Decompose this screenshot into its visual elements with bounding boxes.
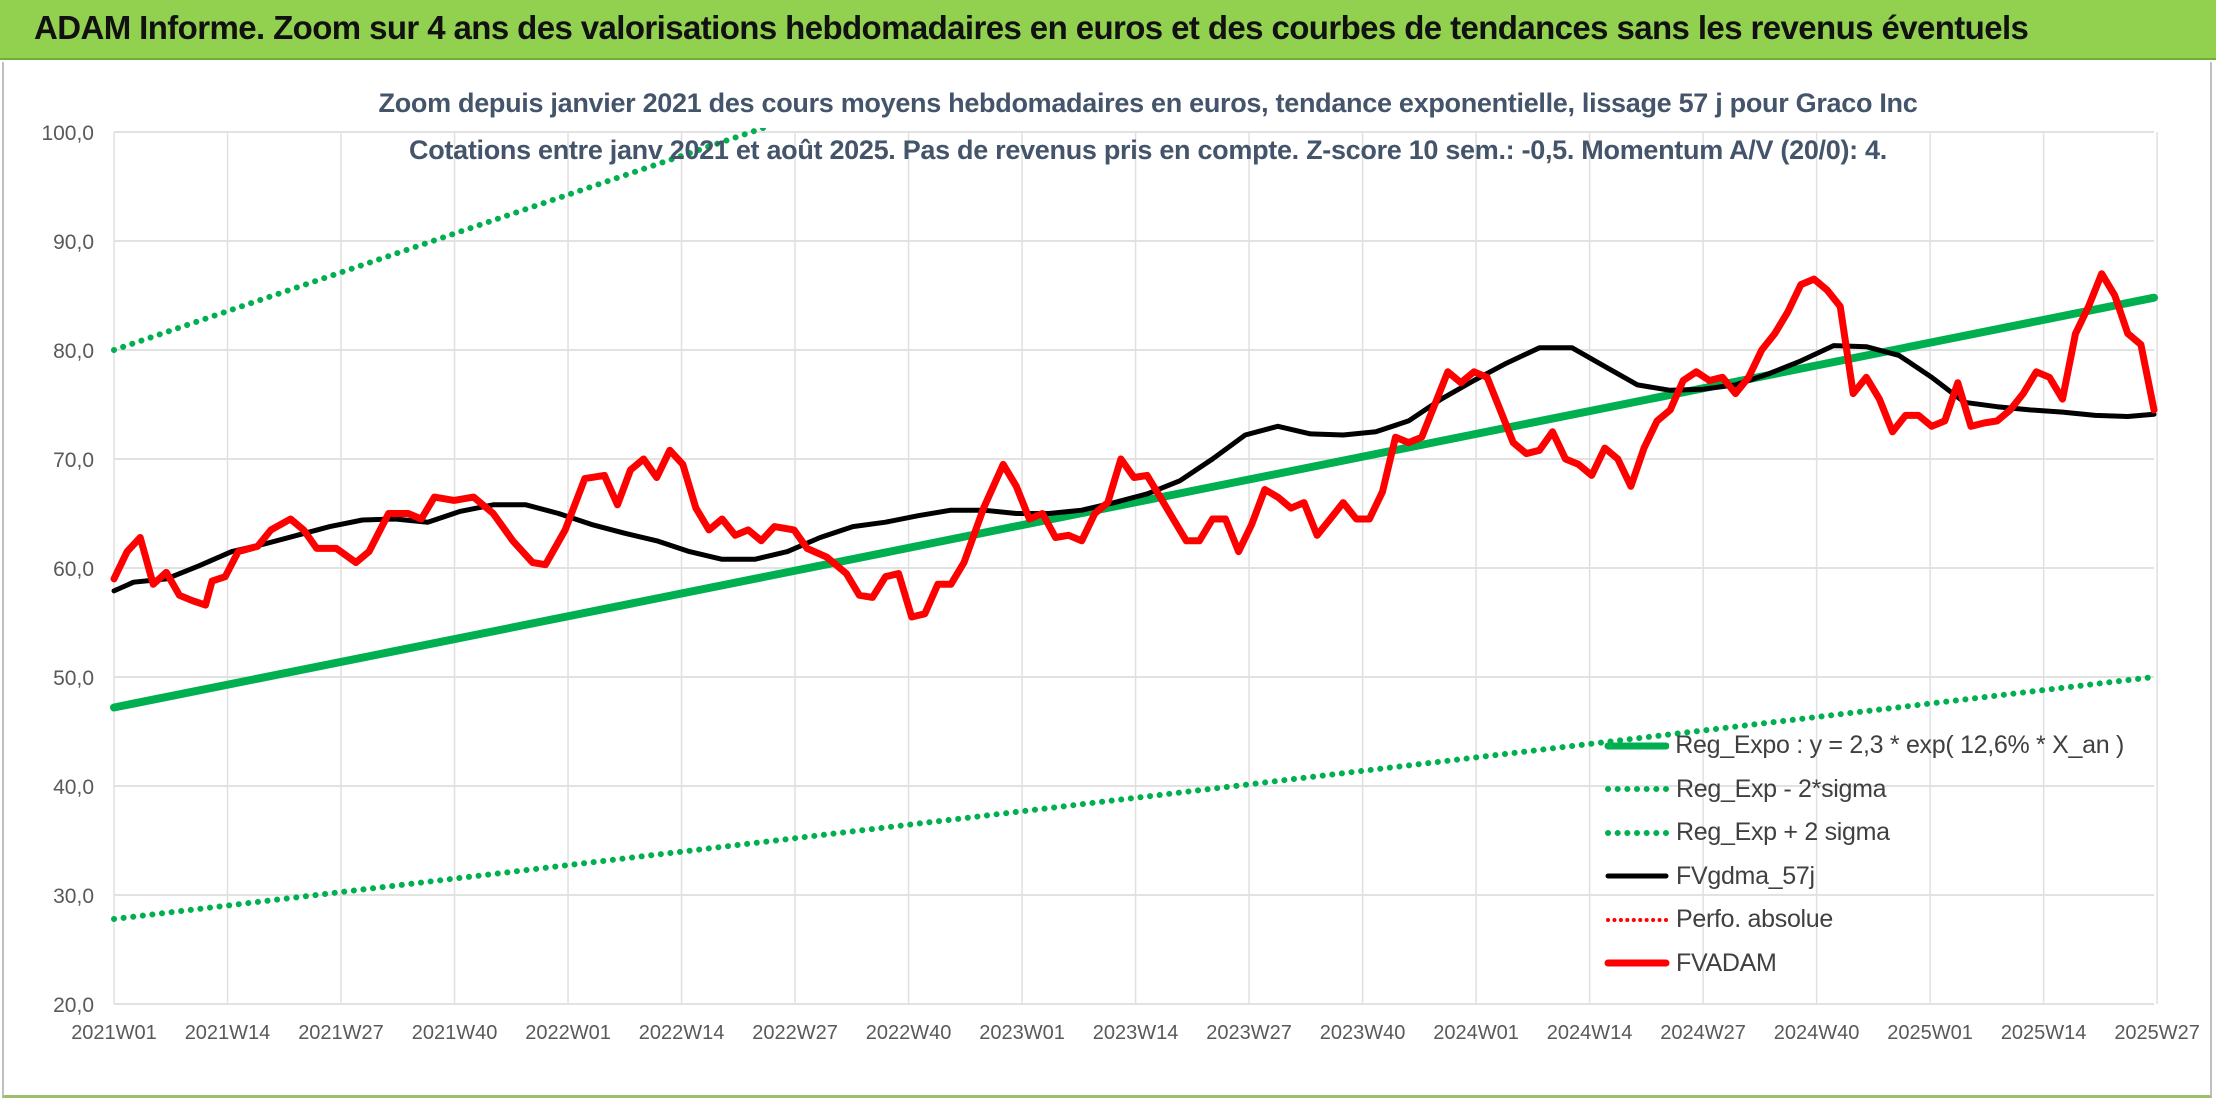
x-tick-label: 2022W27	[752, 1022, 838, 1044]
legend-item: Reg_Expo : y = 2,3 * exp( 12,6% * X_an )	[1604, 724, 2124, 768]
legend-swatch	[1606, 917, 1668, 922]
x-tick-label: 2024W27	[1660, 1022, 1746, 1044]
y-tick-label: 70,0	[53, 449, 94, 472]
legend-item: Perfo. absolue	[1604, 898, 2124, 942]
x-tick-label: 2021W01	[71, 1022, 157, 1044]
legend-label: Perfo. absolue	[1676, 905, 1834, 934]
legend-item: FVADAM	[1604, 942, 2124, 986]
chart-subtitle: Cotations entre janv 2021 et août 2025. …	[409, 135, 1887, 165]
x-tick-label: 2022W14	[639, 1022, 725, 1044]
legend-swatch	[1605, 873, 1669, 879]
x-tick-label: 2024W40	[1774, 1022, 1860, 1044]
legend-label: Reg_Exp - 2*sigma	[1676, 774, 1887, 803]
x-tick-label: 2023W01	[979, 1022, 1065, 1044]
y-tick-label: 30,0	[53, 885, 94, 908]
y-tick-label: 100,0	[41, 122, 94, 145]
chart-title: Zoom depuis janvier 2021 des cours moyen…	[378, 88, 1918, 118]
axis-labels: 20,0 30,0 40,0 50,0 60,0 70,0 80,0 90,0 100,0 202…	[41, 122, 2200, 1044]
chart-area	[2, 62, 2212, 1098]
series-line-2	[111, 128, 773, 353]
x-tick-label: 2023W40	[1320, 1022, 1406, 1044]
x-tick-label: 2021W14	[185, 1022, 271, 1044]
x-tick-label: 2022W40	[866, 1022, 952, 1044]
legend-label: Reg_Exp + 2 sigma	[1676, 818, 1890, 847]
legend-swatch	[1604, 959, 1670, 967]
x-tick-label: 2021W40	[412, 1022, 498, 1044]
legend-swatch	[1605, 829, 1669, 836]
legend-swatch	[1605, 786, 1669, 793]
x-tick-label: 2025W14	[2001, 1022, 2087, 1044]
series-line-5	[110, 270, 2158, 621]
report-header: ADAM Informe. Zoom sur 4 ans des valoris…	[0, 0, 2216, 60]
legend-item: FVgdma_57j	[1604, 855, 2124, 899]
series-line-0	[110, 293, 2158, 712]
y-tick-label: 40,0	[53, 776, 94, 799]
x-tick-label: 2023W14	[1093, 1022, 1179, 1044]
x-tick-label: 2024W14	[1547, 1022, 1633, 1044]
y-tick-label: 80,0	[53, 340, 94, 363]
legend-label: FVADAM	[1676, 948, 1777, 977]
y-tick-label: 90,0	[53, 231, 94, 254]
x-tick-label: 2023W27	[1206, 1022, 1292, 1044]
series-line-3	[111, 343, 2157, 594]
legend-swatch	[1604, 742, 1670, 750]
legend-item: Reg_Exp - 2*sigma	[1604, 768, 2124, 812]
x-tick-label: 2022W01	[525, 1022, 611, 1044]
series-lines	[110, 128, 2158, 922]
x-tick-label: 2025W27	[2114, 1022, 2200, 1044]
x-tick-label: 2021W27	[298, 1022, 384, 1044]
y-tick-label: 60,0	[53, 558, 94, 581]
legend-label: Reg_Expo : y = 2,3 * exp( 12,6% * X_an )	[1675, 731, 2124, 760]
x-tick-label: 2024W01	[1433, 1022, 1519, 1044]
legend-item: Reg_Exp + 2 sigma	[1604, 811, 2124, 855]
chart-legend: Reg_Expo : y = 2,3 * exp( 12,6% * X_an )…	[1604, 724, 2124, 985]
x-tick-label: 2025W01	[1887, 1022, 1973, 1044]
report-title: ADAM Informe. Zoom sur 4 ans des valoris…	[34, 9, 2029, 46]
legend-label: FVgdma_57j	[1676, 861, 1815, 890]
series-line-1	[111, 674, 2157, 922]
y-tick-label: 50,0	[53, 667, 94, 690]
y-tick-label: 20,0	[53, 994, 94, 1017]
